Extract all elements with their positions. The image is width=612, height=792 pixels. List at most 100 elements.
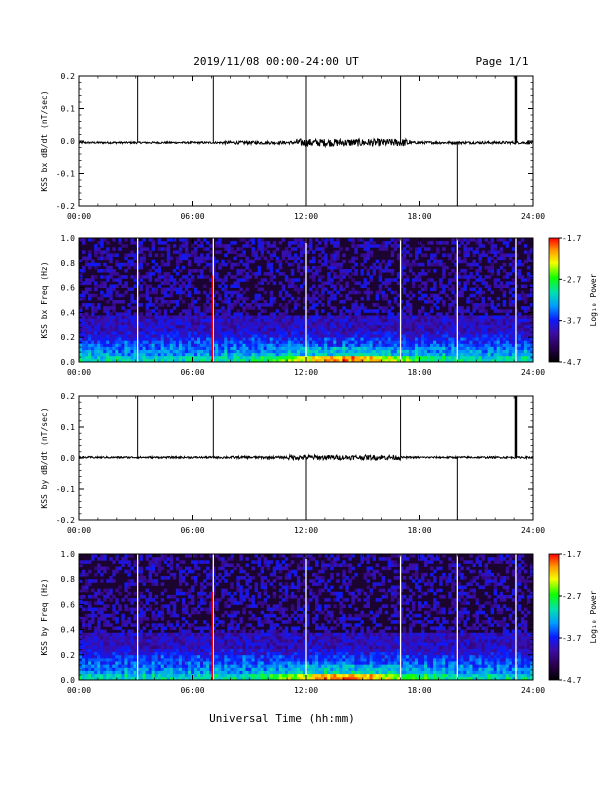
spectrogram-cell bbox=[181, 337, 186, 341]
spectrogram-cell bbox=[200, 275, 204, 279]
spectrogram-cell bbox=[239, 358, 243, 363]
spectrogram-cell bbox=[387, 300, 392, 304]
spectrogram-cell bbox=[381, 247, 386, 251]
spectrogram-cell bbox=[272, 352, 277, 357]
spectrogram-cell bbox=[411, 272, 416, 276]
spectrogram-cell bbox=[351, 352, 355, 357]
spectrogram-cell bbox=[97, 315, 101, 319]
spectrogram-cell bbox=[94, 654, 98, 659]
spectrogram-cell bbox=[151, 563, 156, 567]
spectrogram-cell bbox=[169, 331, 174, 335]
spectrogram-cell bbox=[348, 346, 352, 350]
spectrogram-cell bbox=[481, 355, 485, 360]
spectrogram-cell bbox=[402, 250, 407, 254]
spectrogram-cell bbox=[178, 290, 183, 295]
spectrogram-cell bbox=[88, 560, 92, 564]
spectrogram-cell bbox=[145, 635, 150, 640]
spectrogram-cell bbox=[381, 241, 386, 245]
spectrogram-cell bbox=[490, 269, 495, 273]
spectrogram-cell bbox=[517, 349, 522, 354]
spectrogram-cell bbox=[351, 256, 355, 261]
spectrogram-cell bbox=[88, 623, 92, 627]
spectrogram-cell bbox=[496, 250, 501, 254]
spectrogram-cell bbox=[520, 296, 525, 301]
spectrogram-cell bbox=[472, 343, 476, 347]
spectrogram-cell bbox=[442, 337, 446, 341]
spectrogram-cell bbox=[430, 324, 434, 329]
spectrogram-cell bbox=[236, 278, 240, 282]
spectrogram-cell bbox=[290, 337, 295, 341]
spectrogram-cell bbox=[275, 358, 280, 363]
spectrogram-cell bbox=[324, 334, 328, 338]
spectrogram-cell bbox=[148, 253, 153, 257]
spectrogram-cell bbox=[290, 346, 295, 350]
spectrogram-cell bbox=[472, 358, 476, 363]
spectrogram-cell bbox=[124, 648, 128, 653]
spectrogram-cell bbox=[94, 247, 98, 251]
spectrogram-cell bbox=[154, 253, 159, 257]
spectrogram-cell bbox=[351, 324, 355, 329]
spectrogram-cell bbox=[224, 244, 228, 248]
spectrogram-cell bbox=[363, 349, 367, 354]
spectrogram-cell bbox=[172, 343, 177, 347]
spectrogram-cell bbox=[360, 327, 364, 332]
x-tick-label: 06:00 bbox=[180, 368, 204, 377]
spectrogram-cell bbox=[215, 241, 219, 245]
spectrogram-cell bbox=[157, 238, 162, 242]
spectrogram-cell bbox=[118, 639, 122, 643]
spectrogram-cell bbox=[79, 309, 83, 313]
spectrogram-cell bbox=[112, 604, 116, 608]
spectrogram-cell bbox=[154, 337, 159, 341]
spectrogram-cell bbox=[490, 244, 495, 248]
spectrogram-cell bbox=[511, 346, 516, 350]
spectrogram-cell bbox=[293, 284, 298, 288]
spectrogram-cell bbox=[109, 673, 113, 678]
spectrogram-cell bbox=[127, 591, 131, 596]
spectrogram-cell bbox=[100, 670, 104, 675]
spectrogram-cell bbox=[157, 334, 162, 338]
spectrogram-cell bbox=[399, 327, 404, 332]
spectrogram-cell bbox=[133, 613, 137, 618]
spectrogram-cell bbox=[194, 300, 198, 304]
spectrogram-cell bbox=[496, 315, 501, 319]
spectrogram-cell bbox=[197, 327, 201, 332]
spectrogram-cell bbox=[112, 610, 116, 615]
spectrogram-cell bbox=[209, 296, 213, 301]
spectrogram-cell bbox=[312, 259, 316, 264]
spectrogram-cell bbox=[224, 309, 228, 313]
spectrogram-cell bbox=[372, 269, 377, 273]
spectrogram-cell bbox=[187, 253, 192, 257]
spectrogram-cell bbox=[430, 346, 434, 350]
spectrogram-cell bbox=[281, 321, 286, 326]
spectrogram-cell bbox=[520, 349, 525, 354]
spectrogram-cell bbox=[526, 306, 531, 310]
spectrogram-cell bbox=[508, 256, 513, 261]
panel-by-dbdt: 0.20.10.0-0.1-0.2 00:00 06:00 12:00 18:00 24… bbox=[40, 392, 545, 535]
spectrogram-cell bbox=[109, 635, 113, 640]
spectrogram-cell bbox=[306, 346, 310, 350]
spectrogram-cell bbox=[424, 324, 428, 329]
spectrogram-cell bbox=[130, 598, 134, 602]
spectrogram-cell bbox=[178, 312, 183, 316]
spectrogram-cell bbox=[430, 256, 434, 261]
spectrogram-cell bbox=[384, 293, 389, 298]
spectrogram-cell bbox=[254, 293, 258, 298]
spectrogram-cell bbox=[306, 250, 310, 254]
spectrogram-cell bbox=[200, 331, 204, 335]
spectrogram-cell bbox=[233, 324, 237, 329]
spectrogram-cell bbox=[445, 337, 449, 341]
spectrogram-cell bbox=[115, 620, 119, 624]
spectrogram-cell bbox=[124, 309, 128, 313]
spectrogram-cell bbox=[327, 346, 331, 350]
spectrogram-cell bbox=[411, 324, 416, 329]
spectrogram-cell bbox=[339, 300, 343, 304]
spectrogram-cell bbox=[384, 324, 389, 329]
spectrogram-cell bbox=[130, 355, 134, 360]
spectrogram-cell bbox=[517, 352, 522, 357]
spectrogram-cell bbox=[405, 327, 410, 332]
spectrogram-cell bbox=[445, 331, 449, 335]
spectrogram-cell bbox=[88, 604, 92, 608]
spectrogram-cell bbox=[115, 340, 119, 344]
spectrogram-cell bbox=[478, 337, 482, 341]
spectrogram-cell bbox=[97, 247, 101, 251]
